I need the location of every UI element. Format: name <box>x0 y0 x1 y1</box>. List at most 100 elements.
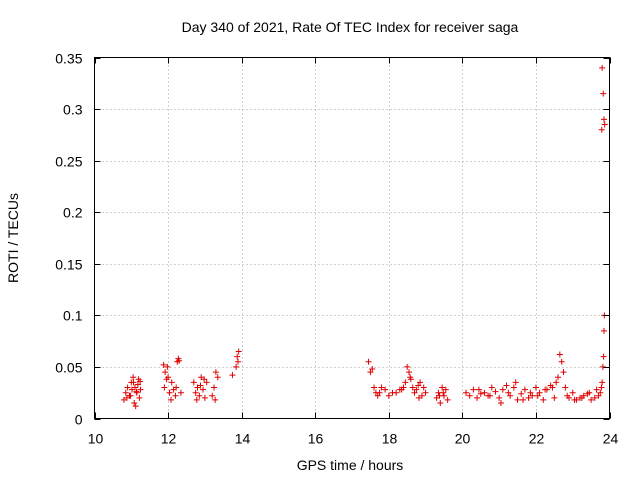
data-points-layer <box>120 64 608 410</box>
y-tick-label: 0.15 <box>55 257 82 273</box>
data-point <box>525 394 532 401</box>
data-point <box>134 381 141 388</box>
data-point <box>172 392 179 399</box>
data-point <box>534 392 541 399</box>
data-point <box>393 389 400 396</box>
data-point <box>597 389 604 396</box>
data-point <box>235 348 242 355</box>
data-point <box>365 358 372 365</box>
data-point <box>599 64 606 71</box>
grid-layer <box>94 57 610 419</box>
data-point <box>173 384 180 391</box>
data-point <box>595 392 602 399</box>
data-point <box>131 384 138 391</box>
data-point <box>564 392 571 399</box>
data-point <box>130 374 137 381</box>
data-point <box>598 384 605 391</box>
data-point <box>510 384 517 391</box>
data-point <box>444 396 451 403</box>
data-point <box>131 400 138 407</box>
data-point <box>422 389 429 396</box>
plot-frame <box>94 57 610 419</box>
data-point <box>164 363 171 370</box>
data-point <box>481 389 488 396</box>
data-point <box>136 394 143 401</box>
x-tick-labels: 10 12 14 16 18 20 22 24 <box>88 431 619 447</box>
y-tick-label: 0.3 <box>63 102 83 118</box>
data-point <box>376 389 383 396</box>
x-tick-label: 20 <box>455 431 471 447</box>
data-point <box>507 392 514 399</box>
data-point <box>521 386 528 393</box>
data-point <box>165 374 172 381</box>
data-point <box>532 384 539 391</box>
data-point <box>203 379 210 386</box>
data-point <box>492 388 499 395</box>
data-point <box>560 369 567 376</box>
data-point <box>599 363 606 370</box>
data-point <box>161 384 168 391</box>
y-tick-label: 0.05 <box>55 360 82 376</box>
data-point <box>160 361 167 368</box>
data-point <box>234 358 241 365</box>
data-point <box>529 392 536 399</box>
y-axis-label: ROTI / TECUs <box>5 193 21 283</box>
x-tick-label: 24 <box>603 431 619 447</box>
y-tick-label: 0.25 <box>55 154 82 170</box>
data-point <box>571 396 578 403</box>
data-point <box>415 382 422 389</box>
data-point <box>177 389 184 396</box>
y-tick-label: 0.1 <box>63 308 83 324</box>
data-point <box>600 116 607 123</box>
data-point <box>499 386 506 393</box>
data-point <box>402 379 409 386</box>
data-point <box>409 384 416 391</box>
data-point <box>133 388 140 395</box>
data-point <box>466 392 473 399</box>
y-tick-labels: 0 0.05 0.1 0.15 0.2 0.25 0.3 0.35 <box>55 51 82 428</box>
data-point <box>551 394 558 401</box>
data-point <box>600 353 607 360</box>
data-point <box>214 374 221 381</box>
data-point <box>137 378 144 385</box>
data-point <box>436 392 443 399</box>
data-point <box>411 389 418 396</box>
data-point <box>569 389 576 396</box>
data-point <box>505 389 512 396</box>
data-point <box>200 386 207 393</box>
data-point <box>168 396 175 403</box>
data-point <box>440 389 447 396</box>
data-point <box>514 396 521 403</box>
x-tick-label: 12 <box>161 431 177 447</box>
data-point <box>488 384 495 391</box>
data-point <box>518 390 525 397</box>
data-point <box>378 384 385 391</box>
data-point <box>598 126 605 133</box>
data-point <box>374 392 381 399</box>
x-tick-label: 14 <box>235 431 251 447</box>
data-point <box>496 394 503 401</box>
data-point <box>234 353 241 360</box>
x-axis-label: GPS time / hours <box>297 457 404 473</box>
data-point <box>600 90 607 97</box>
data-point <box>127 392 134 399</box>
data-point <box>553 379 560 386</box>
data-point <box>369 365 376 372</box>
data-point <box>600 327 607 334</box>
ticks-layer <box>94 57 611 420</box>
data-point <box>520 396 527 403</box>
y-tick-label: 0 <box>75 412 83 428</box>
data-point <box>536 389 543 396</box>
chart-title: Day 340 of 2021, Rate Of TEC Index for r… <box>182 19 519 35</box>
data-point <box>420 384 427 391</box>
data-point <box>599 379 606 386</box>
data-point <box>122 389 129 396</box>
data-point <box>540 396 547 403</box>
data-point <box>549 384 556 391</box>
data-point <box>176 357 183 364</box>
data-point <box>196 392 203 399</box>
data-point <box>233 363 240 370</box>
data-point <box>497 400 504 407</box>
data-point <box>212 369 219 376</box>
